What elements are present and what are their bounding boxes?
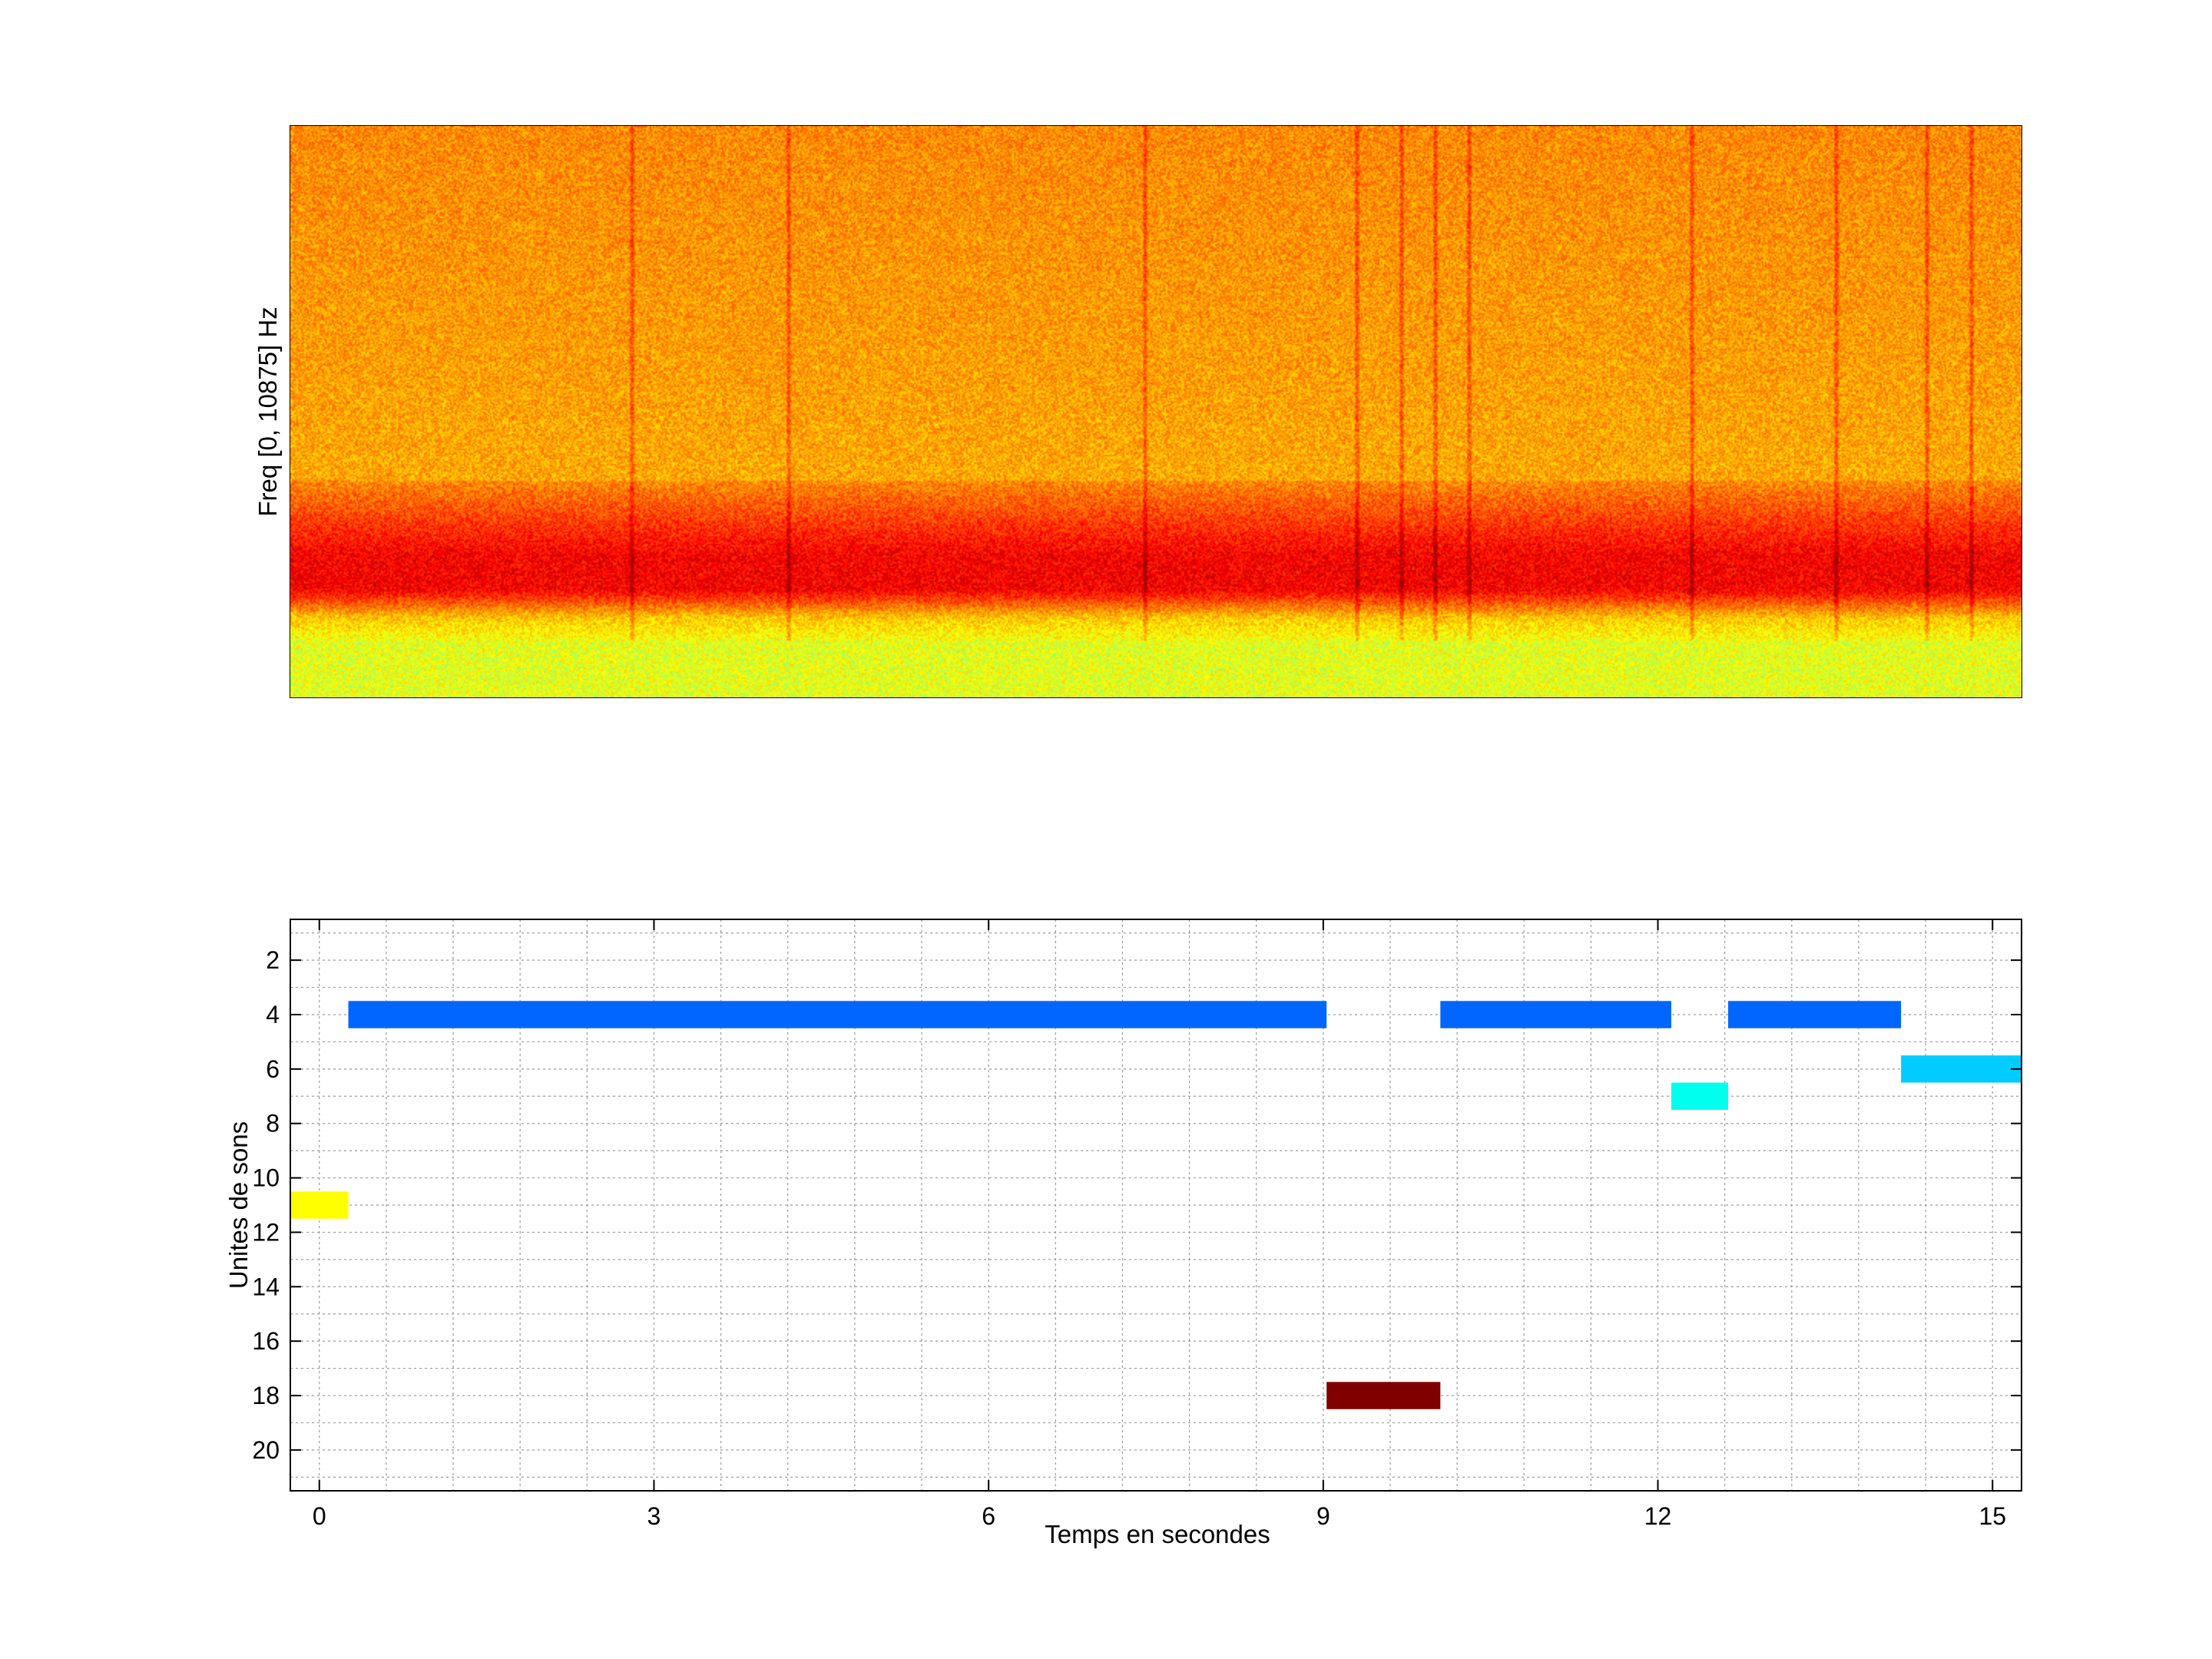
sound-units-ytick-label-6: 14 [252, 1273, 280, 1300]
sound-units-ytick-label-9: 20 [252, 1436, 280, 1464]
sound-units-ytick-label-5: 12 [252, 1218, 280, 1246]
sound-units-xtick-label-5: 15 [1979, 1502, 2006, 1530]
sound-units-ytick-label-2: 6 [266, 1055, 280, 1083]
sound-unit-segment-1 [348, 1001, 1327, 1028]
sound-units-axes: 0 3 6 9 12 15 2 4 6 8 10 12 14 16 18 20 Temps en second… [224, 919, 2022, 1548]
sound-units-ytick-label-3: 8 [266, 1110, 280, 1137]
sound-units-ytick-label-7: 16 [252, 1327, 280, 1355]
sound-unit-segment-0 [290, 1191, 349, 1219]
sound-units-ytick-label-0: 2 [266, 946, 280, 974]
sound-unit-segment-2 [1326, 1382, 1441, 1409]
spectrogram-image [290, 126, 2022, 697]
sound-unit-segment-3 [1440, 1001, 1671, 1028]
sound-unit-segments [290, 1001, 2022, 1409]
sound-unit-segment-6 [1901, 1055, 2022, 1083]
sound-units-ytick-label-1: 4 [266, 1001, 280, 1028]
sound-units-xtick-label-3: 9 [1316, 1502, 1330, 1530]
spectrogram-ylabel: Freq [0, 10875] Hz [253, 306, 282, 516]
sound-units-ytick-label-4: 10 [252, 1164, 280, 1192]
sound-units-grid [290, 919, 2022, 1491]
sound-unit-segment-5 [1728, 1001, 1902, 1028]
sound-units-xlabel: Temps en secondes [1045, 1520, 1270, 1548]
sound-units-ytick-label-8: 18 [252, 1382, 280, 1409]
sound-units-frame [290, 919, 2022, 1492]
sound-units-ylabel: Unites de sons [224, 1121, 253, 1289]
sound-units-xtick-label-0: 0 [313, 1502, 326, 1530]
sound-units-xtick-label-1: 3 [647, 1502, 661, 1530]
sound-units-xtick-label-4: 12 [1644, 1502, 1672, 1530]
sound-unit-segment-4 [1671, 1082, 1729, 1110]
sound-units-xtick-label-2: 6 [982, 1502, 995, 1530]
sound-units-ticks: 0 3 6 9 12 15 2 4 6 8 10 12 14 16 18 20 [252, 919, 2022, 1530]
